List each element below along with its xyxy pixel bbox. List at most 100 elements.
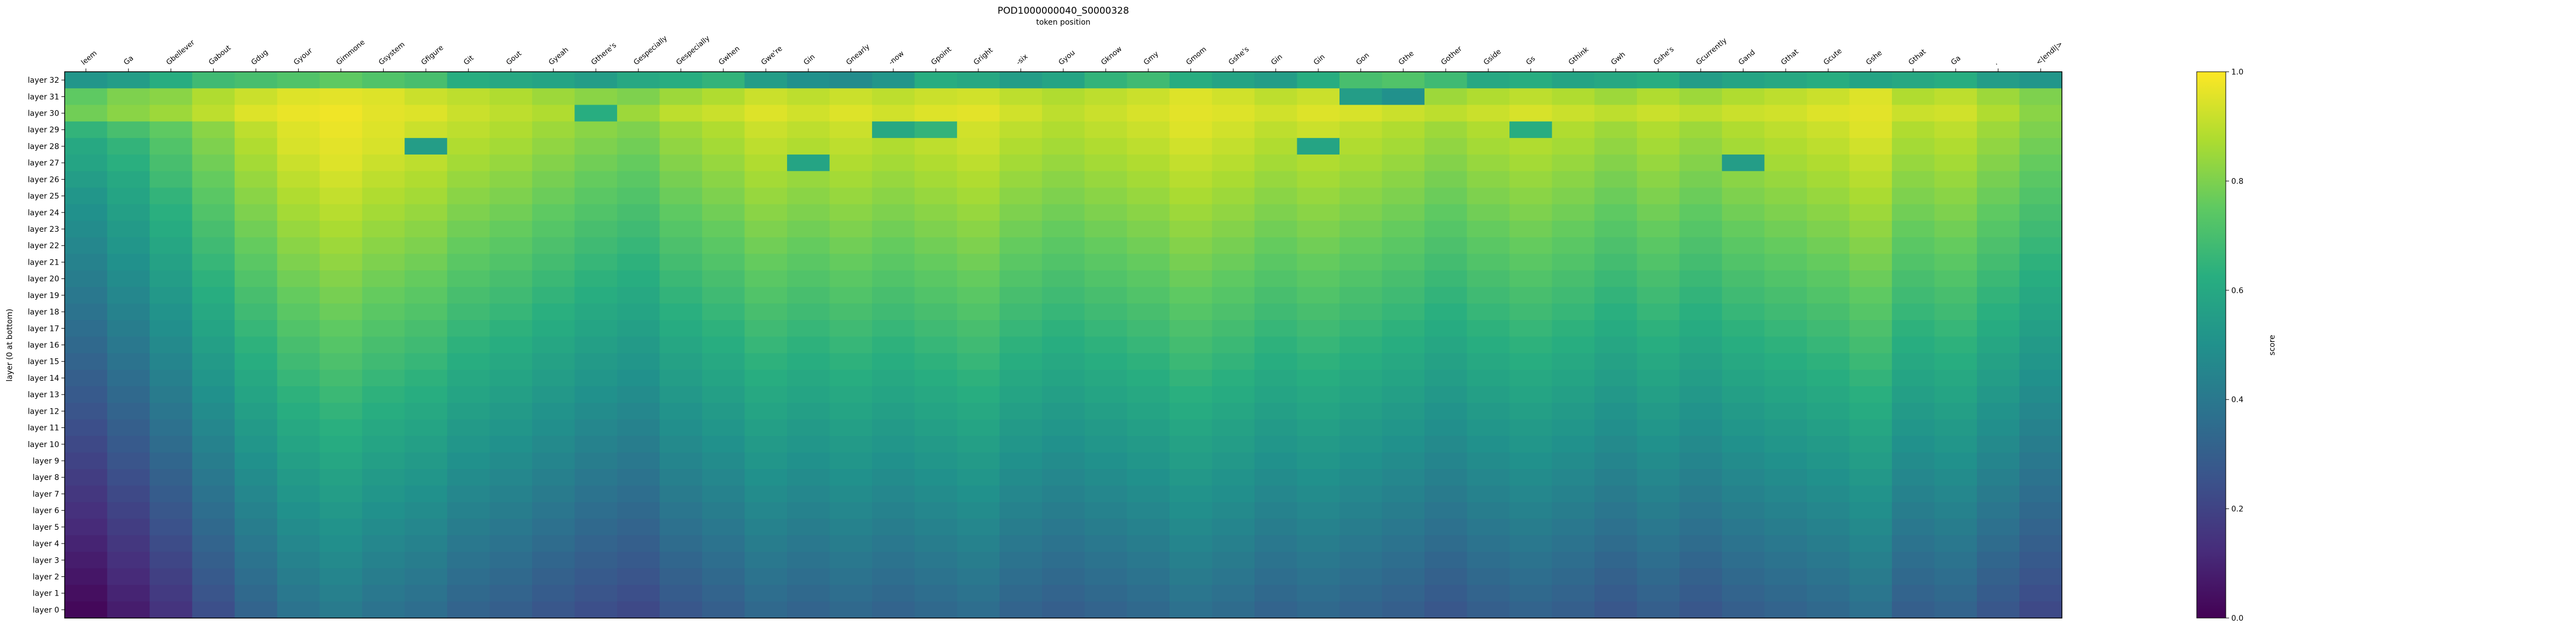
heatmap-cell bbox=[532, 105, 575, 122]
heatmap-cell bbox=[617, 320, 660, 337]
heatmap-cell bbox=[1339, 336, 1383, 354]
heatmap-cell bbox=[744, 88, 788, 106]
heatmap-cell bbox=[1127, 303, 1170, 321]
heatmap-cell bbox=[192, 220, 235, 238]
heatmap-cell bbox=[1169, 518, 1212, 536]
heatmap-cell bbox=[787, 105, 830, 122]
heatmap-cell bbox=[1424, 386, 1468, 403]
chart-title: POD1000000040_S0000328 bbox=[998, 5, 1129, 16]
heatmap-cell bbox=[489, 187, 533, 205]
colorbar-tick-label: 0.8 bbox=[2231, 177, 2243, 186]
heatmap-cell bbox=[1212, 155, 1255, 171]
heatmap-cell bbox=[957, 138, 1000, 155]
heatmap-cell bbox=[150, 155, 193, 171]
heatmap-cell bbox=[1084, 171, 1127, 188]
heatmap-cell bbox=[1424, 105, 1468, 122]
heatmap-cell bbox=[362, 585, 405, 602]
heatmap-cell bbox=[1806, 502, 1850, 519]
heatmap-cell bbox=[1509, 270, 1553, 288]
heatmap-cell bbox=[532, 220, 575, 238]
heatmap-cell bbox=[1424, 419, 1468, 437]
heatmap-cell bbox=[1042, 502, 1085, 519]
heatmap-cell bbox=[192, 353, 235, 370]
heatmap-cell bbox=[277, 419, 320, 437]
heatmap-cell bbox=[1552, 419, 1595, 437]
heatmap-cell bbox=[192, 419, 235, 437]
heatmap-cell bbox=[1637, 138, 1680, 155]
heatmap-cell bbox=[1382, 138, 1425, 155]
heatmap-cell bbox=[447, 585, 490, 602]
heatmap-cell bbox=[1424, 72, 1468, 89]
heatmap-cell bbox=[1042, 336, 1085, 354]
heatmap-cell bbox=[999, 303, 1042, 321]
heatmap-cell bbox=[1594, 386, 1638, 403]
heatmap-cell bbox=[1042, 452, 1085, 470]
heatmap-cell bbox=[362, 386, 405, 403]
heatmap-cell bbox=[1891, 155, 1935, 171]
heatmap-cell bbox=[2019, 138, 2062, 155]
heatmap-cell bbox=[1976, 336, 2020, 354]
heatmap-cell bbox=[1849, 568, 1893, 586]
heatmap-cell bbox=[1552, 568, 1595, 586]
heatmap-cell bbox=[1764, 369, 1808, 387]
heatmap-cell bbox=[1169, 88, 1212, 106]
heatmap-cell bbox=[235, 270, 278, 288]
heatmap-cell bbox=[1849, 220, 1893, 238]
heatmap-cell bbox=[1339, 320, 1383, 337]
heatmap-cell bbox=[787, 369, 830, 387]
heatmap-cell bbox=[914, 386, 958, 403]
heatmap-cell bbox=[1212, 452, 1255, 470]
heatmap-cell bbox=[235, 419, 278, 437]
heatmap-cell bbox=[150, 568, 193, 586]
heatmap-cell bbox=[1042, 320, 1085, 337]
heatmap-cell bbox=[1637, 585, 1680, 602]
heatmap-cell bbox=[914, 353, 958, 370]
heatmap-cell bbox=[787, 403, 830, 420]
heatmap-cell bbox=[192, 601, 235, 619]
heatmap-cell bbox=[1084, 187, 1127, 205]
x-tick-label: Gyeah bbox=[548, 46, 571, 67]
heatmap-cell bbox=[2019, 303, 2062, 321]
heatmap-cell bbox=[489, 469, 533, 486]
heatmap-cell bbox=[1891, 485, 1935, 503]
heatmap-cell bbox=[1382, 601, 1425, 619]
heatmap-cell bbox=[1976, 171, 2020, 188]
heatmap-cell bbox=[1594, 336, 1638, 354]
heatmap-cell bbox=[489, 320, 533, 337]
heatmap-cell bbox=[1934, 237, 1977, 254]
heatmap-cell bbox=[150, 320, 193, 337]
heatmap-cell bbox=[1679, 270, 1723, 288]
heatmap-cell bbox=[617, 237, 660, 254]
heatmap-cell bbox=[447, 403, 490, 420]
heatmap-cell bbox=[362, 72, 405, 89]
heatmap-cell bbox=[1127, 469, 1170, 486]
heatmap-cell bbox=[1254, 138, 1298, 155]
heatmap-cell bbox=[617, 552, 660, 569]
heatmap-cell bbox=[574, 353, 618, 370]
heatmap-cell bbox=[362, 535, 405, 552]
x-tick-label: Gthat bbox=[1907, 48, 1928, 67]
heatmap-cell bbox=[1382, 485, 1425, 503]
heatmap-cell bbox=[277, 72, 320, 89]
heatmap-cell bbox=[1339, 469, 1383, 486]
heatmap-cell bbox=[787, 72, 830, 89]
heatmap-cell bbox=[617, 436, 660, 453]
heatmap-cell bbox=[1254, 204, 1298, 221]
heatmap-cell bbox=[1637, 121, 1680, 139]
heatmap-cell bbox=[1509, 403, 1553, 420]
heatmap-cell bbox=[787, 220, 830, 238]
x-tick-label: Gnearly bbox=[845, 43, 871, 67]
heatmap-cell bbox=[1891, 469, 1935, 486]
heatmap-cell bbox=[1424, 303, 1468, 321]
heatmap-cell bbox=[744, 187, 788, 205]
heatmap-cell bbox=[1169, 502, 1212, 519]
heatmap-cell bbox=[1679, 552, 1723, 569]
heatmap-cell bbox=[617, 138, 660, 155]
heatmap-cell bbox=[489, 88, 533, 106]
heatmap-cell bbox=[107, 419, 150, 437]
heatmap-cell bbox=[574, 469, 618, 486]
heatmap-cell bbox=[192, 237, 235, 254]
heatmap-cell bbox=[744, 254, 788, 271]
heatmap-cell bbox=[957, 436, 1000, 453]
heatmap-cell bbox=[957, 469, 1000, 486]
